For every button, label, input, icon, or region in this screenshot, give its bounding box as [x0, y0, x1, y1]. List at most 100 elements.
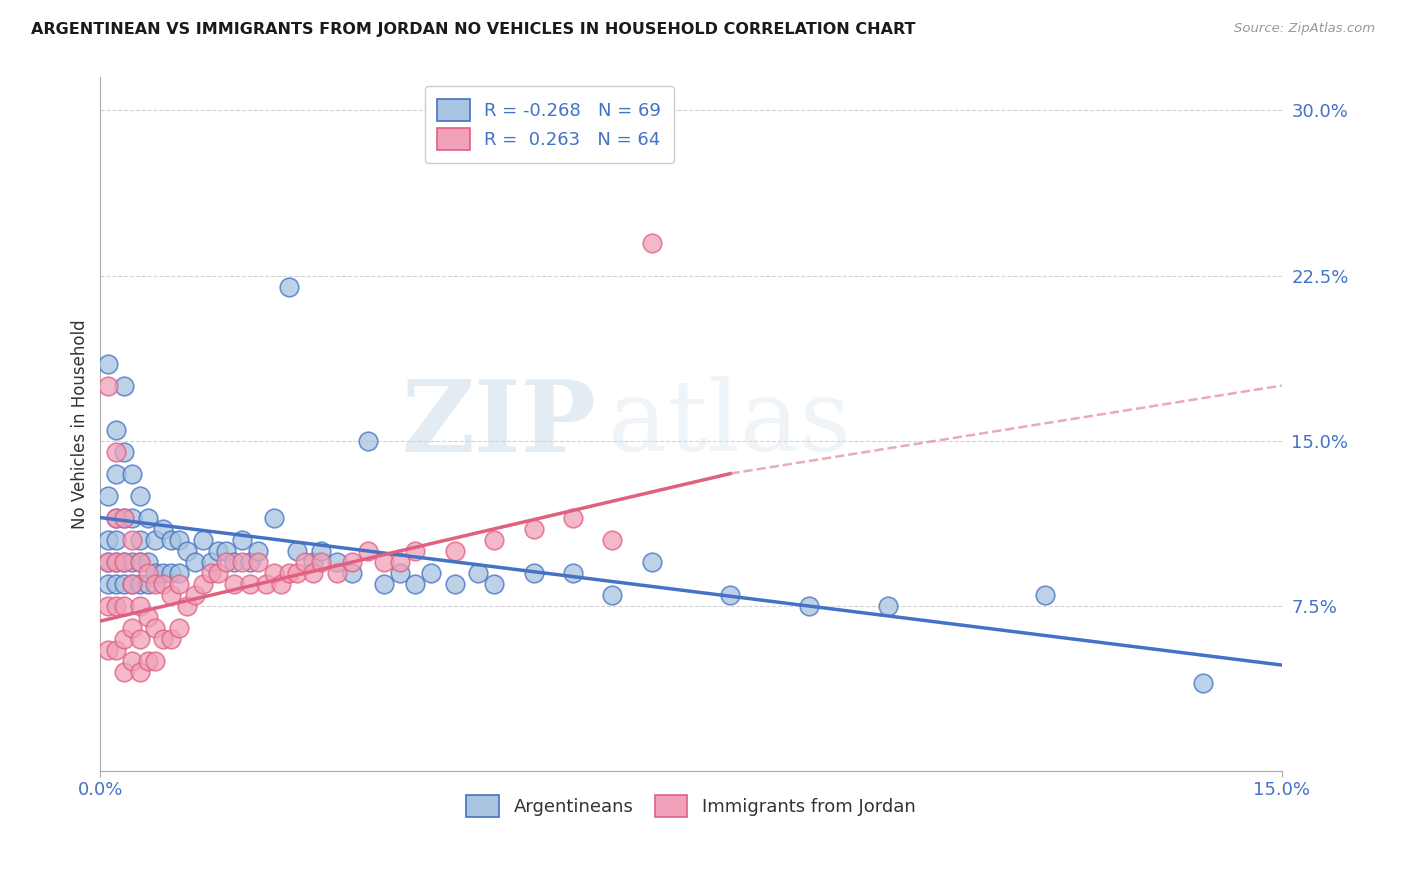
Point: [121, 555, 143, 569]
Point: [207, 543, 229, 558]
Point: [404, 576, 426, 591]
Point: [1035, 588, 1057, 602]
Point: [191, 576, 214, 591]
Point: [128, 489, 150, 503]
Point: [184, 555, 207, 569]
Point: [105, 444, 128, 458]
Point: [112, 599, 135, 613]
Point: [97, 489, 120, 503]
Point: [112, 555, 135, 569]
Point: [97, 533, 120, 547]
Point: [105, 555, 128, 569]
Point: [420, 566, 443, 580]
Point: [184, 588, 207, 602]
Point: [128, 533, 150, 547]
Point: [302, 566, 325, 580]
Point: [467, 566, 489, 580]
Point: [97, 378, 120, 392]
Point: [128, 632, 150, 646]
Point: [160, 533, 183, 547]
Point: [128, 555, 150, 569]
Point: [145, 654, 167, 668]
Point: [246, 543, 269, 558]
Point: [121, 621, 143, 635]
Point: [167, 621, 190, 635]
Point: [152, 566, 174, 580]
Point: [121, 533, 143, 547]
Point: [561, 566, 583, 580]
Point: [200, 555, 222, 569]
Point: [522, 566, 544, 580]
Point: [207, 566, 229, 580]
Point: [136, 510, 159, 524]
Point: [167, 533, 190, 547]
Point: [443, 543, 465, 558]
Point: [285, 566, 308, 580]
Point: [224, 555, 246, 569]
Point: [522, 522, 544, 536]
Point: [97, 555, 120, 569]
Point: [121, 510, 143, 524]
Point: [145, 621, 167, 635]
Point: [191, 533, 214, 547]
Point: [600, 588, 623, 602]
Point: [263, 566, 285, 580]
Point: [357, 543, 380, 558]
Point: [128, 555, 150, 569]
Point: [388, 566, 411, 580]
Point: [309, 543, 332, 558]
Point: [239, 555, 262, 569]
Point: [215, 555, 238, 569]
Point: [152, 522, 174, 536]
Point: [357, 434, 380, 448]
Point: [128, 599, 150, 613]
Point: [167, 566, 190, 580]
Point: [128, 576, 150, 591]
Point: [443, 576, 465, 591]
Point: [105, 576, 128, 591]
Point: [176, 599, 198, 613]
Point: [145, 533, 167, 547]
Point: [718, 588, 741, 602]
Point: [97, 576, 120, 591]
Point: [105, 642, 128, 657]
Point: [136, 566, 159, 580]
Point: [285, 543, 308, 558]
Point: [112, 555, 135, 569]
Point: [278, 279, 301, 293]
Point: [105, 423, 128, 437]
Point: [294, 555, 316, 569]
Point: [246, 555, 269, 569]
Point: [270, 576, 292, 591]
Point: [121, 654, 143, 668]
Point: [224, 576, 246, 591]
Point: [200, 566, 222, 580]
Point: [145, 566, 167, 580]
Point: [112, 378, 135, 392]
Text: ARGENTINEAN VS IMMIGRANTS FROM JORDAN NO VEHICLES IN HOUSEHOLD CORRELATION CHART: ARGENTINEAN VS IMMIGRANTS FROM JORDAN NO…: [31, 22, 915, 37]
Point: [112, 510, 135, 524]
Point: [105, 510, 128, 524]
Point: [136, 609, 159, 624]
Point: [388, 555, 411, 569]
Point: [97, 555, 120, 569]
Point: [160, 632, 183, 646]
Point: [482, 576, 505, 591]
Point: [373, 576, 395, 591]
Point: [152, 632, 174, 646]
Point: [128, 665, 150, 679]
Point: [160, 566, 183, 580]
Point: [112, 576, 135, 591]
Point: [105, 555, 128, 569]
Point: [112, 665, 135, 679]
Point: [121, 467, 143, 481]
Point: [239, 576, 262, 591]
Point: [136, 654, 159, 668]
Point: [877, 599, 900, 613]
Point: [215, 543, 238, 558]
Point: [404, 543, 426, 558]
Text: ZIP: ZIP: [402, 376, 596, 473]
Point: [600, 533, 623, 547]
Point: [342, 555, 364, 569]
Point: [112, 510, 135, 524]
